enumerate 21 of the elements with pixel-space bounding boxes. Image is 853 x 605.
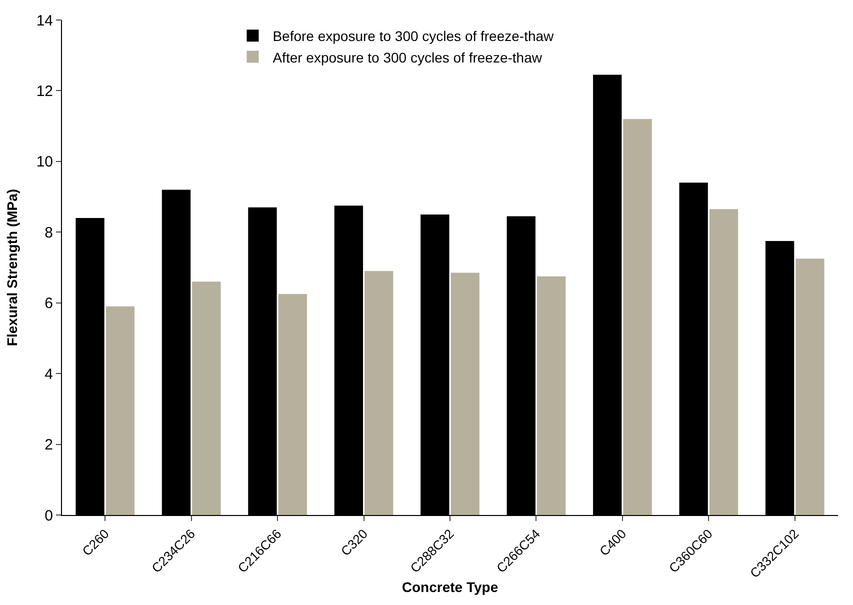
y-tick-label: 2 [44,436,53,454]
legend-label: Before exposure to 300 cycles of freeze-thaw [272,28,555,44]
bar [536,276,566,515]
y-tick-label: 6 [44,295,53,312]
legend-label: After exposure to 300 cycles of freeze-thaw [272,49,543,66]
bar [192,282,221,515]
bar [623,119,652,515]
bar [796,258,824,515]
bar [278,294,307,515]
y-tick-label: 10 [36,154,53,171]
bar [106,306,135,515]
y-tick-label: 4 [44,366,53,383]
bar [450,272,480,515]
y-tick-label: 12 [36,82,53,100]
y-tick-label: 14 [36,12,53,30]
bar [364,271,394,515]
x-axis-title: Concrete Type [402,579,498,596]
y-tick-label: 0 [44,507,53,524]
y-tick-label: 8 [44,224,53,242]
y-axis-title: Flexural Strength (MPa) [4,188,20,346]
bar [709,209,738,515]
